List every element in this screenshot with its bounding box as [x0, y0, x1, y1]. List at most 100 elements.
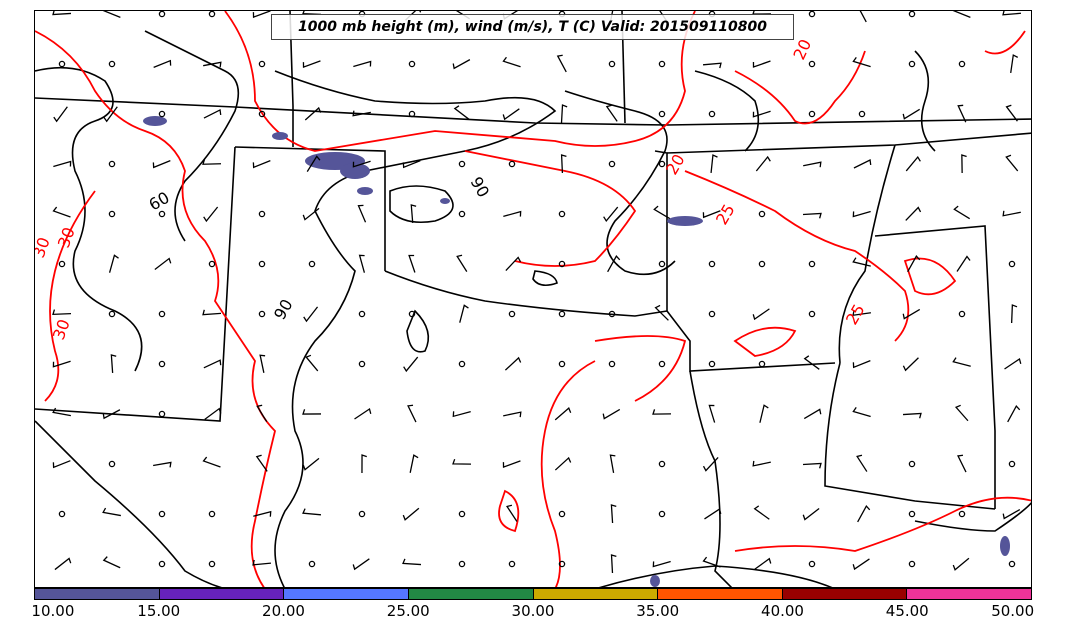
calm-wind-circle: [458, 160, 466, 168]
colorbar-tick-label: 50.00: [991, 602, 1035, 620]
calm-wind-circle: [408, 60, 416, 68]
colorbar-tick-label: 35.00: [636, 602, 680, 620]
calm-wind-circle: [408, 310, 416, 318]
wind-barb: [954, 404, 969, 422]
calm-wind-circle: [958, 60, 966, 68]
wind-barb: [956, 255, 971, 272]
wind-barb: [803, 161, 822, 168]
calm-wind-circle: [958, 510, 966, 518]
calm-wind-circle: [908, 460, 916, 468]
wind-barb: [952, 557, 970, 571]
temperature-contours: [35, 11, 1031, 587]
wind-barb: [204, 407, 222, 420]
colorbar-tick-label: 10.00: [31, 602, 75, 620]
wind-barb: [852, 360, 871, 369]
calm-wind-circle: [58, 260, 66, 268]
calm-wind-circle: [358, 360, 366, 368]
calm-wind-circle: [458, 210, 466, 218]
wind-barb: [52, 460, 71, 469]
calm-wind-circle: [658, 60, 666, 68]
calm-wind-circle: [608, 60, 616, 68]
wind-barb: [759, 404, 769, 423]
calm-wind-circle: [1008, 260, 1016, 268]
wind-barb: [1007, 404, 1021, 423]
calm-wind-circle: [658, 510, 666, 518]
wind-barb: [252, 559, 272, 566]
wind-barb: [605, 104, 618, 122]
calm-wind-circle: [158, 310, 166, 318]
colorbar-segment: [658, 589, 783, 599]
calm-wind-circle: [808, 11, 816, 18]
wind-barb: [504, 356, 522, 371]
calm-wind-circle: [358, 310, 366, 318]
wind-barb: [602, 408, 621, 420]
height-label: 90: [270, 296, 297, 323]
calm-wind-circle: [558, 510, 566, 518]
wind-barb: [502, 460, 521, 469]
wind-barb: [102, 507, 121, 517]
calm-wind-circle: [408, 110, 416, 118]
wind-barb: [554, 407, 572, 421]
wind-barb: [506, 504, 518, 522]
wind-barb: [702, 556, 721, 568]
calm-wind-circle: [158, 360, 166, 368]
wind-barb: [408, 254, 416, 273]
colorbar-tick-label: 30.00: [511, 602, 555, 620]
calm-wind-circle: [658, 110, 666, 118]
wind-barb: [203, 359, 222, 369]
wind-barb: [302, 457, 320, 471]
calm-wind-circle: [608, 160, 616, 168]
colorbar-tick-label: 45.00: [885, 602, 929, 620]
calm-wind-circle: [208, 11, 216, 18]
calm-wind-circle: [508, 310, 516, 318]
calm-wind-circle: [708, 360, 716, 368]
wind-barb: [154, 257, 172, 270]
wind-barb: [407, 404, 417, 423]
wind-barb: [802, 212, 822, 219]
calm-wind-circle: [808, 560, 816, 568]
colorbar-tick-label: 15.00: [137, 602, 181, 620]
calm-wind-circle: [708, 260, 716, 268]
calm-wind-circle: [908, 60, 916, 68]
wind-barb: [1010, 304, 1018, 324]
calm-wind-circle: [58, 60, 66, 68]
wind-barb: [852, 310, 872, 317]
wind-barb: [306, 155, 321, 172]
calm-wind-circle: [508, 160, 516, 168]
wind-barb: [752, 308, 770, 321]
wind-barb: [902, 357, 919, 372]
wind-barb: [560, 154, 567, 174]
wind-barb: [361, 454, 367, 474]
height-label: 90: [467, 174, 494, 201]
calm-wind-circle: [158, 510, 166, 518]
calm-wind-circle: [608, 360, 616, 368]
wind-barb: [302, 409, 322, 415]
wind-barb: [357, 204, 367, 223]
calm-wind-circle: [558, 210, 566, 218]
wind-barb: [452, 458, 472, 465]
wind-barb: [102, 556, 121, 569]
calm-wind-circle: [958, 310, 966, 318]
wind-barb: [452, 59, 471, 70]
wind-barb: [957, 454, 967, 473]
calm-wind-circle: [458, 360, 466, 368]
wind-barb: [202, 309, 222, 316]
wind-barb: [403, 356, 419, 373]
wind-barb: [456, 254, 468, 272]
calm-wind-circle: [858, 110, 866, 118]
wind-barb: [255, 454, 268, 472]
wind-barb: [52, 309, 72, 316]
wind-barbs: [52, 11, 1022, 574]
calm-wind-circle: [758, 260, 766, 268]
height-label: 60: [146, 188, 173, 215]
map-canvas: 60 90 90 30 30 30 20 20 25 25: [35, 11, 1031, 587]
wind-barb: [753, 505, 770, 520]
wind-barb: [952, 11, 971, 18]
wind-barb: [505, 256, 522, 272]
wind-barb: [1004, 357, 1022, 370]
wind-barb: [503, 411, 522, 418]
wind-barb: [710, 154, 718, 174]
calm-wind-circle: [658, 160, 666, 168]
colorbar: [34, 588, 1032, 600]
calm-wind-circle: [908, 11, 916, 18]
